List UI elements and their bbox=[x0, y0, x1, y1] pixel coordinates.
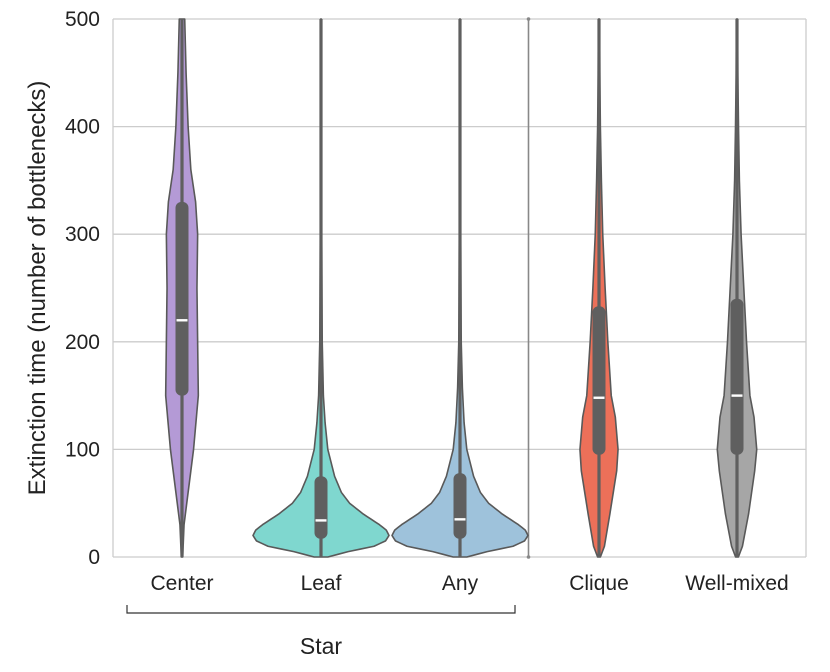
x-tick-label-well-mixed: Well-mixed bbox=[685, 572, 788, 595]
y-tick-label-500: 500 bbox=[65, 8, 100, 31]
x-tick-label-leaf: Leaf bbox=[301, 572, 342, 595]
y-tick-label-200: 200 bbox=[65, 331, 100, 354]
violins-layer bbox=[164, 18, 758, 558]
violin-leaf bbox=[252, 18, 390, 558]
violin-iqr-box-center bbox=[175, 201, 189, 396]
violin-iqr-box-leaf bbox=[314, 476, 328, 539]
labels-layer: 0 100 200 300 400 500 Center Leaf Any Clique Well-… bbox=[24, 8, 789, 659]
x-tick-label-center: Center bbox=[150, 572, 213, 595]
violin-iqr-box-clique bbox=[592, 306, 606, 455]
y-tick-label-100: 100 bbox=[65, 438, 100, 461]
y-tick-label-400: 400 bbox=[65, 116, 100, 139]
x-tick-label-clique: Clique bbox=[569, 572, 629, 595]
violin-iqr-box-any bbox=[453, 473, 467, 539]
violin-well-mixed bbox=[716, 18, 758, 558]
x-tick-label-any: Any bbox=[442, 572, 479, 595]
group-separator-cap-bottom bbox=[526, 555, 531, 559]
group-bracket-label: Star bbox=[300, 633, 343, 659]
violin-iqr-box-well-mixed bbox=[730, 298, 744, 455]
y-axis-title: Extinction time (number of bottlenecks) bbox=[24, 81, 51, 496]
axes-layer bbox=[112, 17, 807, 559]
violin-center bbox=[164, 18, 200, 558]
violin-clique bbox=[579, 18, 619, 558]
group-bracket bbox=[126, 605, 516, 614]
group-separator-cap-top bbox=[526, 17, 531, 21]
violin-any bbox=[391, 18, 529, 558]
y-tick-label-0: 0 bbox=[88, 546, 100, 569]
y-tick-label-300: 300 bbox=[65, 223, 100, 246]
